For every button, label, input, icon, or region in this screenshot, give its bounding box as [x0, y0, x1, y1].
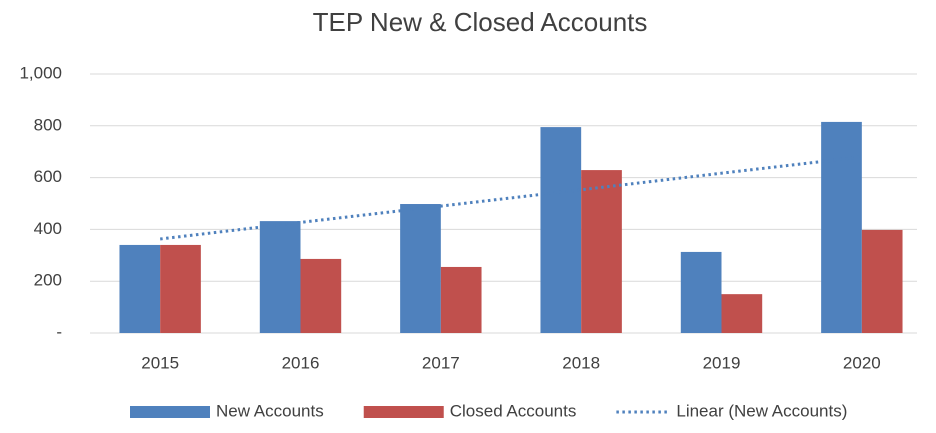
x-tick-label: 2019 — [703, 353, 741, 372]
x-tick-label: 2017 — [422, 353, 460, 372]
bar — [680, 251, 722, 333]
trendline — [159, 155, 863, 241]
y-tick-label: 800 — [34, 115, 62, 134]
bar — [721, 294, 763, 333]
bar — [440, 266, 482, 333]
x-tick-label: 2015 — [141, 353, 179, 372]
y-tick-label: 600 — [34, 167, 62, 186]
legend-label: Linear (New Accounts) — [676, 401, 847, 420]
bar — [581, 170, 622, 333]
bar — [540, 127, 582, 333]
x-tick-label: 2020 — [843, 353, 881, 372]
legend-label: New Accounts — [216, 401, 324, 420]
legend-swatch — [130, 406, 210, 418]
y-tick-label: - — [56, 322, 62, 341]
bar — [119, 244, 161, 333]
y-tick-label: 1,000 — [19, 63, 62, 82]
chart-title: TEP New & Closed Accounts — [313, 7, 648, 37]
bar — [400, 204, 441, 333]
bar — [821, 121, 862, 333]
bar — [160, 244, 201, 333]
y-tick-label: 400 — [34, 219, 62, 238]
bar — [259, 221, 301, 333]
legend-swatch — [363, 406, 444, 418]
legend-label: Closed Accounts — [450, 401, 577, 420]
x-tick-label: 2018 — [562, 353, 600, 372]
y-tick-label: 200 — [34, 271, 62, 290]
bar — [861, 229, 903, 333]
bar — [300, 258, 342, 333]
x-tick-label: 2016 — [282, 353, 320, 372]
